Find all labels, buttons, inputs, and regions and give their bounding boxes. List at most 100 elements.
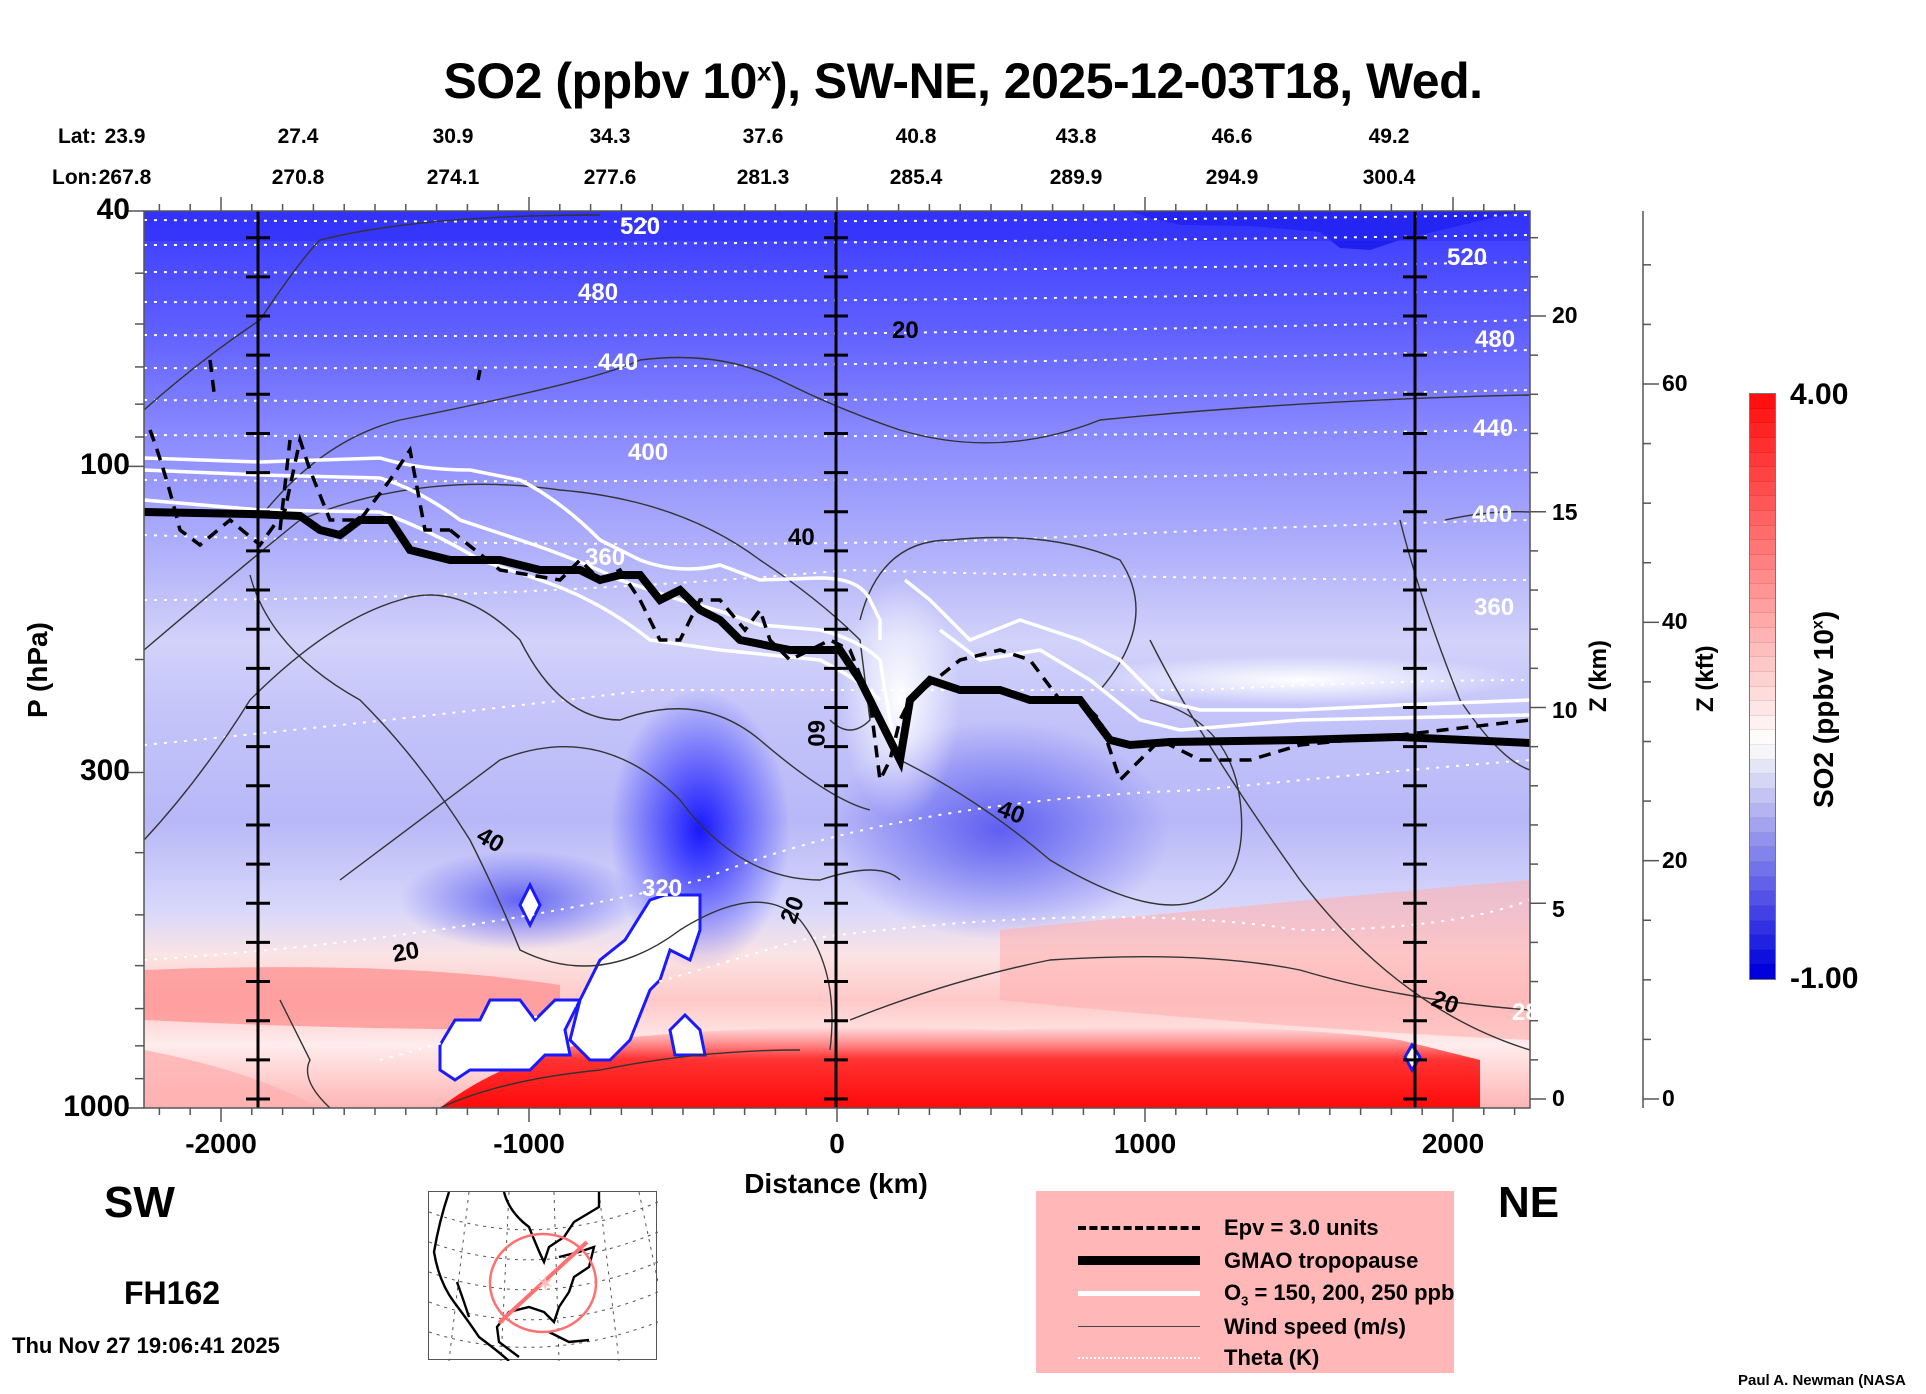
legend-wind: Wind speed (m/s) <box>1036 1312 1454 1342</box>
lat-value: 43.8 <box>1055 125 1097 148</box>
colorbar-band <box>1750 905 1775 921</box>
timestamp: Thu Nov 27 19:06:41 2025 <box>12 1333 280 1358</box>
theta-label: 480 <box>578 279 618 306</box>
colorbar-band <box>1750 437 1775 453</box>
colorbar-band <box>1750 686 1775 702</box>
colorbar-band <box>1750 408 1775 424</box>
zkm-tick-label: 0 <box>1552 1085 1565 1111</box>
colorbar-band <box>1750 598 1775 614</box>
zkm-tick-label: 5 <box>1552 896 1565 922</box>
colorbar-band <box>1750 496 1775 511</box>
colorbar-band <box>1750 803 1775 819</box>
zkft-tick-label: 60 <box>1662 370 1688 396</box>
direction-ne: NE <box>1498 1178 1560 1227</box>
lat-lon-marker-lines <box>256 211 1417 1108</box>
colorbar-band <box>1750 730 1775 745</box>
colorbar-band <box>1750 949 1775 965</box>
theta-label: 400 <box>1472 501 1512 528</box>
colorbar-band <box>1750 613 1775 628</box>
theta-label: 440 <box>598 349 638 376</box>
colorbar-band <box>1750 511 1775 526</box>
colorbar-band <box>1750 818 1775 833</box>
thick-line-swatch <box>1078 1256 1200 1265</box>
y-tick-label: 40 <box>96 193 130 226</box>
colorbar-band <box>1750 701 1775 716</box>
x-axis-label: Distance (km) <box>744 1168 928 1199</box>
lat-value: 37.6 <box>742 125 784 148</box>
colorbar-band <box>1750 540 1775 555</box>
colorbar-band <box>1750 832 1775 848</box>
zkft-tick-label: 0 <box>1662 1085 1675 1111</box>
colorbar <box>1749 393 1776 980</box>
colorbar-min-label: -1.00 <box>1790 962 1859 995</box>
lat-value: 30.9 <box>432 125 474 148</box>
colorbar-band <box>1750 715 1775 731</box>
lon-value: 267.8 <box>98 166 152 189</box>
y-tick-label: 300 <box>79 754 130 788</box>
white-line-swatch <box>1078 1291 1200 1296</box>
credit: Paul A. Newman (NASA <box>1738 1372 1906 1389</box>
colorbar-max-label: 4.00 <box>1790 378 1849 411</box>
theta-label: 520 <box>620 213 660 240</box>
legend-epv: Epv = 3.0 units <box>1036 1213 1454 1243</box>
lat-value: 46.6 <box>1211 125 1253 148</box>
lon-value: 294.9 <box>1205 166 1259 189</box>
colorbar-band <box>1750 584 1775 599</box>
colorbar-band <box>1750 569 1775 585</box>
colorbar-band <box>1750 920 1775 936</box>
colorbar-band <box>1750 774 1775 789</box>
wind-speed-label: 20 <box>892 317 919 344</box>
colorbar-band <box>1750 467 1775 482</box>
legend-ozone: O3 = 150, 200, 250 ppb <box>1036 1279 1454 1309</box>
x-tick-label: 2000 <box>1421 1128 1485 1159</box>
lat-label: Lat: <box>58 125 97 148</box>
zkm-tick-label: 20 <box>1552 302 1578 328</box>
zkm-tick-label: 15 <box>1552 499 1578 525</box>
zkm-axis-label: Z (km) <box>1585 640 1612 712</box>
lon-value: 270.8 <box>271 166 325 189</box>
theta-label: 280 <box>1512 999 1552 1026</box>
lon-value: 277.6 <box>583 166 637 189</box>
forecast-hour: FH162 <box>124 1275 221 1311</box>
theta-label: 480 <box>1475 326 1515 353</box>
wind-speed-contours <box>144 214 1530 1108</box>
lon-value: 300.4 <box>1362 166 1416 189</box>
inset-map: ✶ <box>428 1191 659 1362</box>
map-cross-section <box>488 1232 598 1334</box>
lat-value: 23.9 <box>104 125 146 148</box>
colorbar-band <box>1750 847 1775 862</box>
zkft-tick-label: 20 <box>1662 846 1688 873</box>
legend: Epv = 3.0 units GMAO tropopause O3 = 150… <box>1036 1191 1454 1373</box>
lon-value: 289.9 <box>1049 166 1103 189</box>
lat-value: 40.8 <box>895 125 937 148</box>
colorbar-band <box>1750 423 1775 438</box>
map-coastlines <box>432 1191 601 1362</box>
colorbar-band <box>1750 394 1775 409</box>
gmao-tropopause <box>144 508 1530 773</box>
theta-label: 400 <box>628 439 668 466</box>
zkft-axis-label: Z (kft) <box>1692 645 1719 712</box>
theta-contours <box>144 214 1530 1061</box>
colorbar-band <box>1750 745 1775 760</box>
y-tick-label: 1000 <box>63 1090 130 1123</box>
x-tick-label: 0 <box>829 1128 845 1159</box>
dotted-line-swatch <box>1078 1357 1200 1359</box>
direction-sw: SW <box>104 1178 175 1227</box>
lat-value: 27.4 <box>277 125 319 148</box>
lat-value: 49.2 <box>1368 125 1410 148</box>
zkft-tick-label: 40 <box>1662 608 1688 635</box>
colorbar-band <box>1750 876 1775 892</box>
x-tick-label: -2000 <box>185 1128 257 1159</box>
lon-value: 285.4 <box>889 166 943 189</box>
map-graticule <box>428 1191 659 1362</box>
lon-value: 281.3 <box>736 166 790 189</box>
colorbar-band <box>1750 657 1775 672</box>
x-tick-label: -1000 <box>493 1128 565 1159</box>
theta-label: 520 <box>1447 244 1487 271</box>
y-axis-label: P (hPa) <box>22 622 53 718</box>
wind-speed-label: 20 <box>390 937 421 968</box>
colorbar-band <box>1750 862 1775 877</box>
y-tick-label: 100 <box>79 448 130 482</box>
colorbar-band <box>1750 628 1775 643</box>
